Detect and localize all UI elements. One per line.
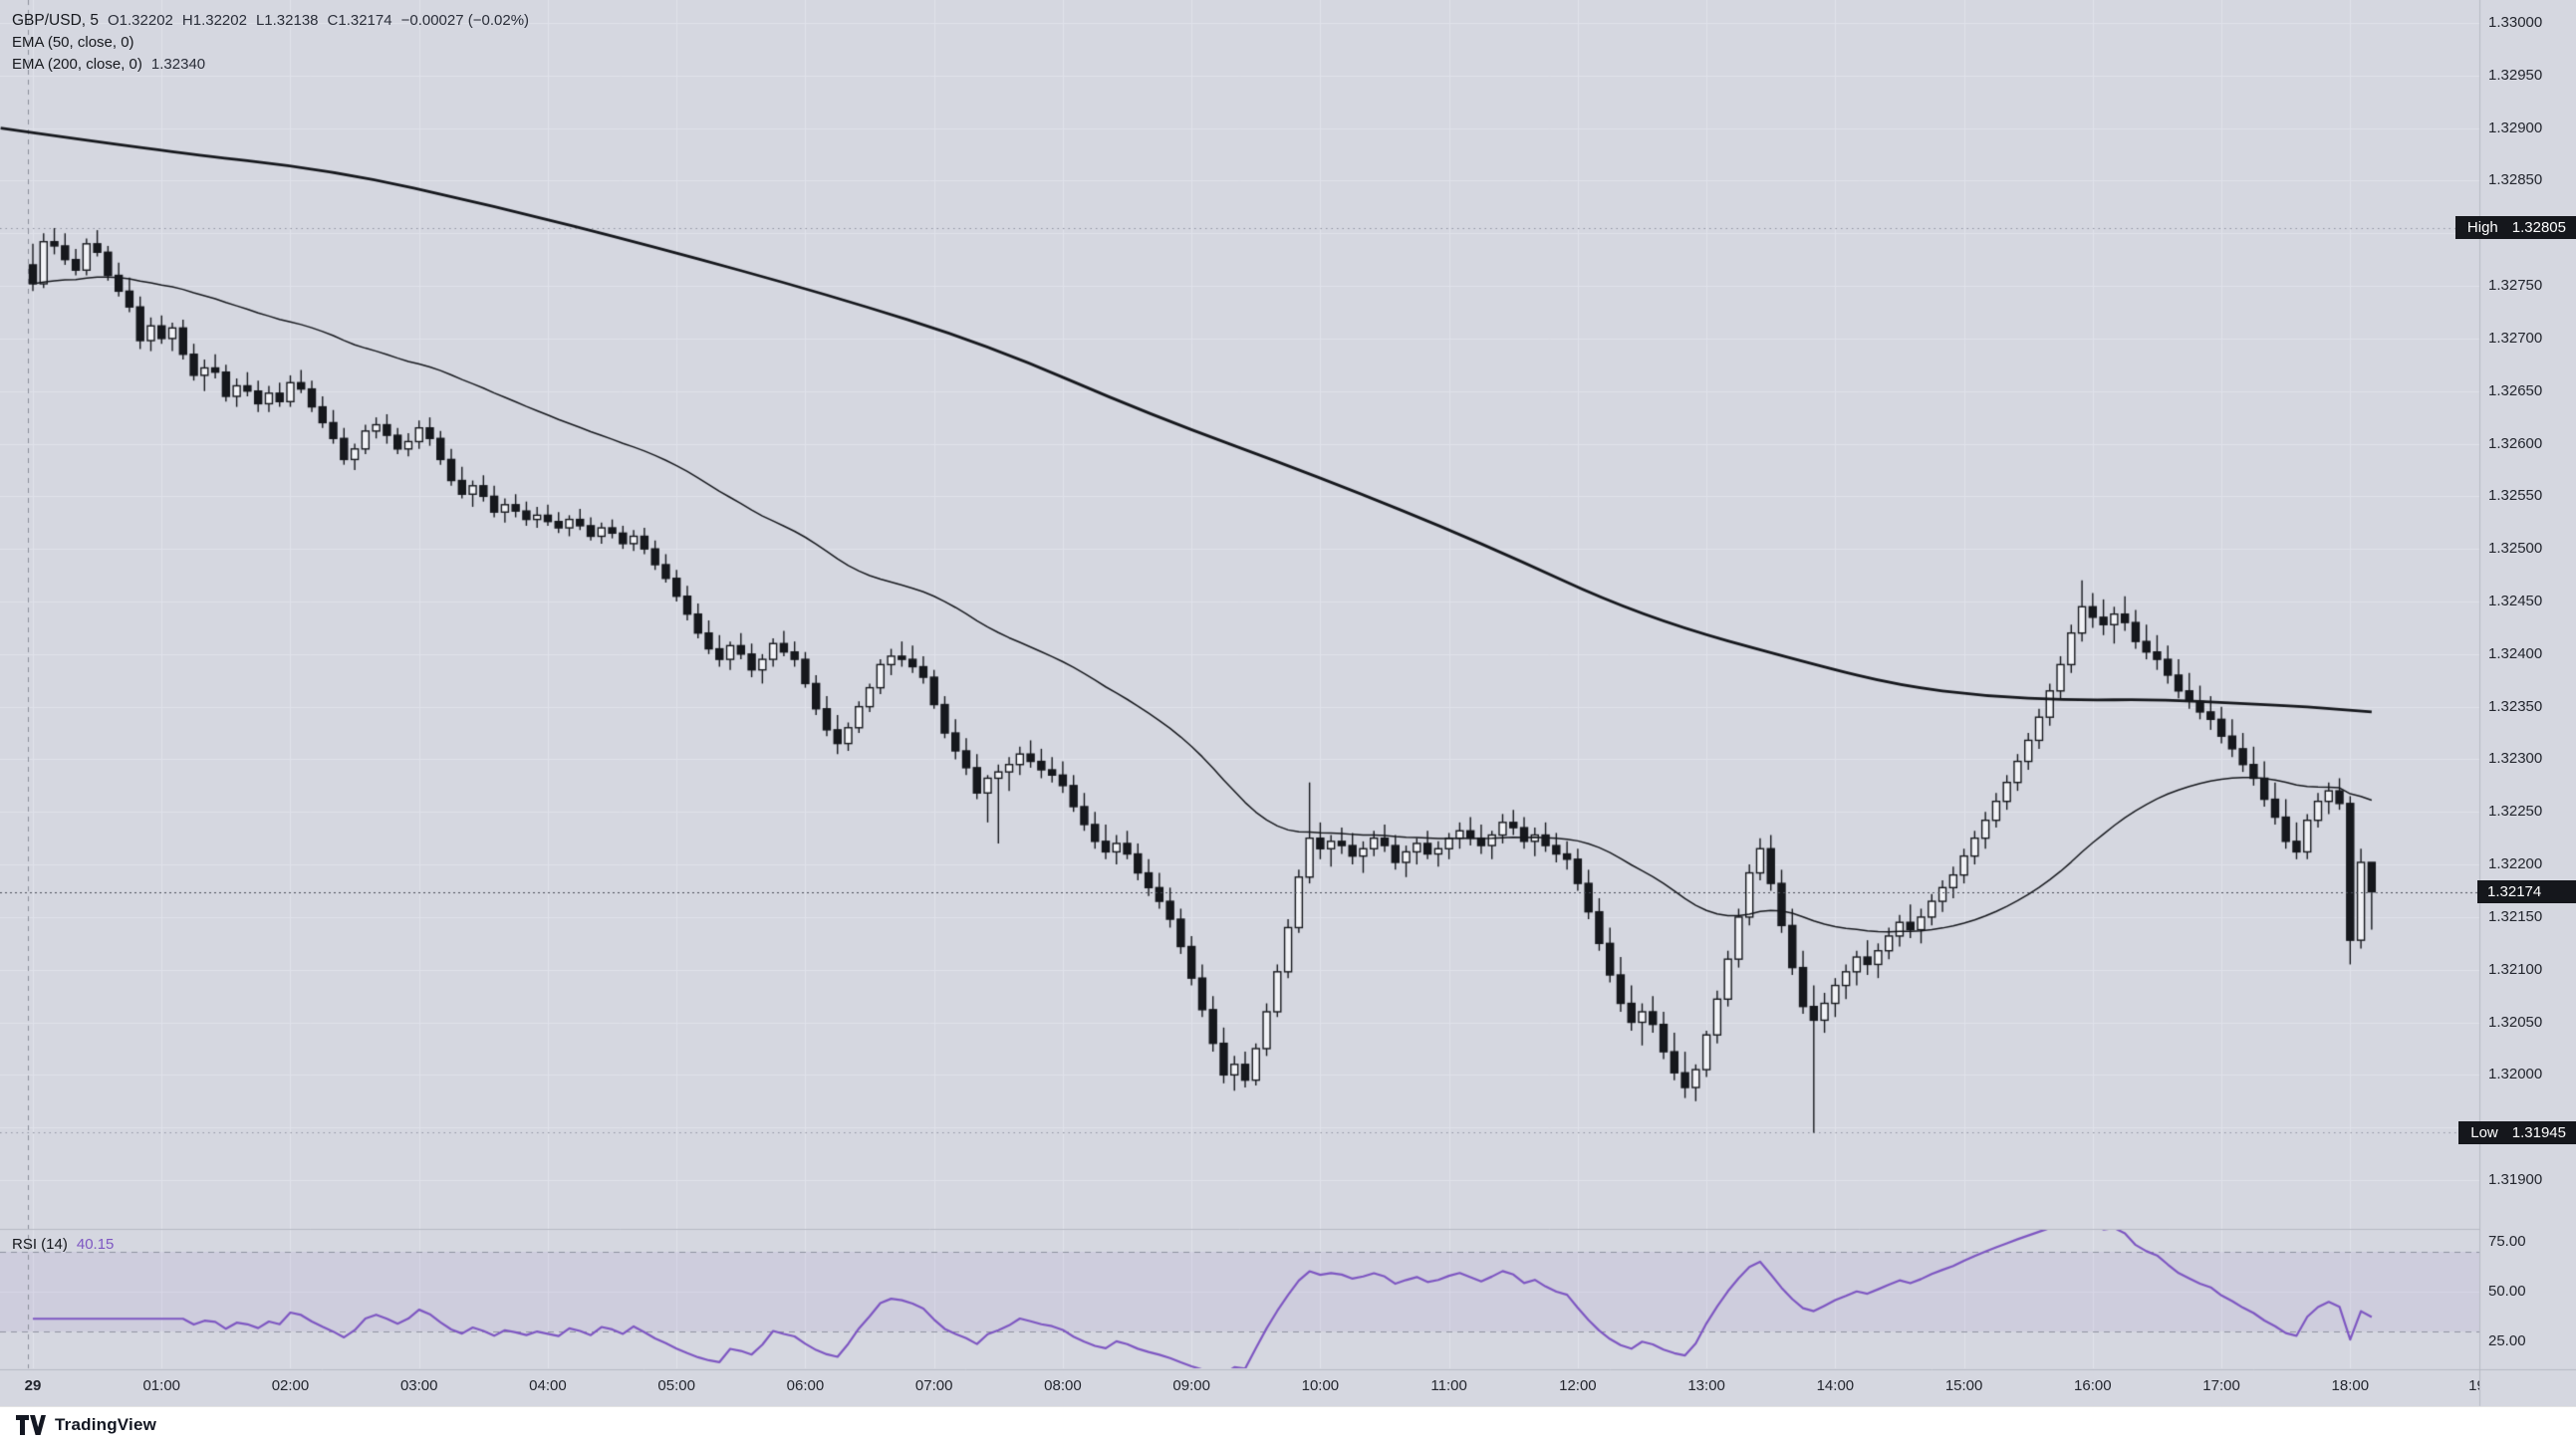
- rsi-axis-label: 50.00: [2488, 1283, 2526, 1300]
- price-axis[interactable]: 1.33000 1.32950 1.32900 1.32850 1.32750 1.327…: [2479, 0, 2576, 1404]
- time-axis-label: 05:00: [657, 1377, 695, 1394]
- price-axis-label: 1.32700: [2488, 329, 2543, 347]
- time-axis-label: 07:00: [914, 1377, 953, 1394]
- ohlc-low: L1.32138: [255, 12, 319, 29]
- price-axis-label: 1.32100: [2488, 960, 2543, 978]
- ohlc-high: H1.32202: [181, 12, 247, 29]
- time-axis-label: 12:00: [1559, 1377, 1597, 1394]
- price-axis-label: 1.33000: [2488, 14, 2543, 31]
- price-axis-label: 1.32350: [2488, 697, 2543, 715]
- last-price-badge: 1.32174: [2477, 880, 2576, 904]
- high-badge-value: 1.32805: [2511, 219, 2566, 237]
- price-axis-label: 1.32900: [2488, 119, 2543, 136]
- time-axis-label: 11:00: [1430, 1377, 1467, 1394]
- time-axis-label: 02:00: [271, 1377, 310, 1394]
- price-axis-label: 1.31900: [2488, 1171, 2543, 1188]
- price-axis-label: 1.32300: [2488, 750, 2543, 768]
- price-axis-label: 1.32500: [2488, 540, 2543, 558]
- price-axis-label: 1.32550: [2488, 487, 2543, 505]
- ema50-label: EMA (50, close, 0): [12, 34, 134, 51]
- ohlc-open: O1.32202: [108, 12, 173, 29]
- time-axis-label: 06:00: [786, 1377, 825, 1394]
- rsi-label: RSI (14): [12, 1236, 68, 1253]
- rsi-value: 40.15: [76, 1236, 115, 1253]
- time-axis-label: 15:00: [1944, 1377, 1983, 1394]
- price-axis-label: 1.32150: [2488, 907, 2543, 925]
- price-axis-label: 1.32950: [2488, 66, 2543, 84]
- price-axis-label: 1.32450: [2488, 593, 2543, 609]
- low-badge-label: Low: [2470, 1123, 2498, 1141]
- price-axis-label: 1.32600: [2488, 434, 2543, 452]
- symbol-legend-row[interactable]: GBP/USD, 5 O1.32202 H1.32202 L1.32138 C1…: [12, 10, 529, 32]
- ema200-label: EMA (200, close, 0): [12, 56, 142, 73]
- time-axis-label: 14:00: [1816, 1377, 1855, 1394]
- legend: GBP/USD, 5 O1.32202 H1.32202 L1.32138 C1…: [12, 10, 529, 76]
- price-axis-label: 1.32850: [2488, 171, 2543, 189]
- time-axis-label: 18:00: [2331, 1377, 2370, 1394]
- time-axis-label: 29: [24, 1377, 42, 1394]
- symbol-title: GBP/USD, 5: [12, 12, 99, 29]
- price-axis-label: 1.32650: [2488, 381, 2543, 399]
- ema200-value: 1.32340: [150, 56, 206, 73]
- time-axis-label: 16:00: [2074, 1377, 2112, 1394]
- time-axis-label: 03:00: [399, 1377, 438, 1394]
- rsi-legend-row[interactable]: RSI (14) 40.15: [12, 1236, 114, 1253]
- price-axis-label: 1.32200: [2488, 855, 2543, 873]
- rsi-axis-label: 75.00: [2488, 1233, 2526, 1251]
- time-axis-label: 19:: [2468, 1377, 2479, 1394]
- low-badge-value: 1.31945: [2511, 1123, 2566, 1141]
- footer-bar: TradingView: [0, 1406, 2576, 1442]
- price-axis-label: 1.32400: [2488, 644, 2543, 662]
- ohlc-close: C1.32174: [327, 12, 392, 29]
- session-high-badge: High 1.32805: [2454, 216, 2576, 240]
- time-axis-label: 08:00: [1044, 1377, 1082, 1394]
- time-axis-label: 10:00: [1301, 1377, 1340, 1394]
- time-axis-label: 17:00: [2202, 1377, 2240, 1394]
- time-axis[interactable]: 29 01:00 02:00 03:00 04:00 05:00 06:00 07:00 08:…: [0, 1370, 2479, 1404]
- ema50-legend-row[interactable]: EMA (50, close, 0): [12, 32, 529, 54]
- time-axis-label: 01:00: [142, 1377, 181, 1394]
- high-badge-label: High: [2466, 219, 2498, 237]
- price-axis-label: 1.32000: [2488, 1066, 2543, 1083]
- time-axis-label: 04:00: [529, 1377, 567, 1394]
- last-price-value: 1.32174: [2487, 883, 2542, 901]
- tradingview-brand[interactable]: TradingView: [55, 1414, 157, 1434]
- time-axis-label: 13:00: [1687, 1377, 1725, 1394]
- price-change: −0.00027 (−0.02%): [400, 12, 530, 29]
- price-axis-label: 1.32750: [2488, 277, 2543, 295]
- price-axis-label: 1.32050: [2488, 1013, 2543, 1031]
- ema200-legend-row[interactable]: EMA (200, close, 0) 1.32340: [12, 54, 529, 76]
- tradingview-logo-icon[interactable]: [16, 1414, 46, 1435]
- rsi-axis-label: 25.00: [2488, 1331, 2526, 1349]
- price-axis-label: 1.32250: [2488, 803, 2543, 821]
- session-low-badge: Low 1.31945: [2458, 1120, 2576, 1144]
- time-axis-label: 09:00: [1172, 1377, 1210, 1394]
